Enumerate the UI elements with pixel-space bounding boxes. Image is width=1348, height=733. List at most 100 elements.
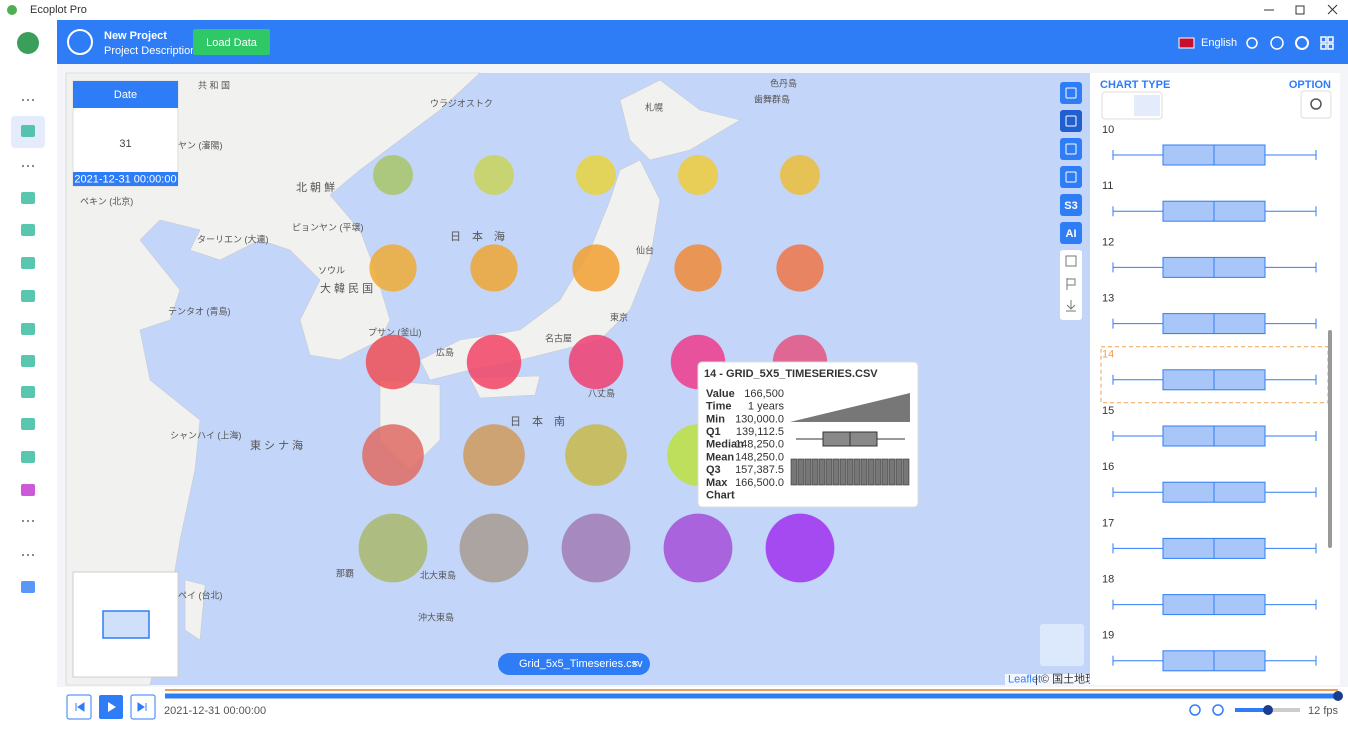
- tooltip-box-chart: [796, 431, 905, 447]
- scrollbar[interactable]: [1328, 330, 1332, 548]
- map-label: ペキン (北京): [80, 195, 133, 206]
- map-label: 東 シ ナ 海: [250, 438, 303, 452]
- sidebar-icon[interactable]: [21, 451, 35, 463]
- logo: [17, 32, 39, 54]
- loop-button[interactable]: [1189, 704, 1201, 716]
- tooltip-bar: [790, 458, 798, 486]
- tooltip-bar: [867, 458, 875, 486]
- globe-button[interactable]: [1040, 624, 1084, 666]
- tooltip-key: Q3: [706, 464, 721, 476]
- grid-cell[interactable]: [459, 513, 529, 583]
- tooltip-value: 130,000.0: [735, 413, 784, 425]
- attribution-box: [1005, 674, 1090, 685]
- tooltip-key: Time: [706, 401, 731, 413]
- sidebar-icon[interactable]: [21, 355, 35, 367]
- grid-cell[interactable]: [470, 244, 518, 292]
- tooltip-bar: [888, 458, 896, 486]
- grid-cell[interactable]: [572, 244, 620, 292]
- map-label: ヤン (瀋陽): [178, 139, 223, 150]
- apps-button[interactable]: [1320, 36, 1334, 50]
- grid-cell[interactable]: [474, 155, 514, 195]
- sidebar-icon[interactable]: [21, 290, 35, 302]
- map-label: 日 本 南: [510, 414, 565, 428]
- maximize-button[interactable]: [1295, 5, 1305, 15]
- fps-knob[interactable]: [1263, 705, 1273, 715]
- date-day: 31: [119, 138, 131, 150]
- play-icon: [108, 702, 116, 712]
- tooltip-bar: [818, 458, 826, 486]
- tool-button[interactable]: [1060, 166, 1082, 188]
- map-label: 大 韓 民 国: [320, 281, 373, 295]
- grid-cell[interactable]: [568, 334, 624, 390]
- grid-cell[interactable]: [463, 424, 525, 486]
- flag[interactable]: [1178, 37, 1195, 49]
- tooltip-key: Max: [706, 477, 728, 489]
- sidebar-icon[interactable]: [21, 386, 35, 398]
- sidebar-dots: [22, 520, 24, 522]
- layer-close[interactable]: ×: [632, 658, 638, 670]
- option-button[interactable]: [1300, 90, 1332, 119]
- sidebar-dots: [22, 554, 24, 556]
- grid-cell[interactable]: [365, 334, 421, 390]
- sidebar-icon[interactable]: [21, 418, 35, 430]
- close-button[interactable]: [1327, 4, 1338, 15]
- leaflet-link[interactable]: Leaflet: [1008, 673, 1041, 685]
- sidebar-icon[interactable]: [21, 581, 35, 593]
- sidebar-icon[interactable]: [21, 224, 35, 236]
- speed-icon[interactable]: [1212, 704, 1224, 716]
- grid-cell[interactable]: [663, 513, 733, 583]
- theme-button[interactable]: [1246, 37, 1258, 49]
- map-label: 名古屋: [545, 332, 572, 343]
- grid-cell[interactable]: [576, 155, 616, 195]
- download-tool[interactable]: [1066, 300, 1076, 312]
- map-label: 共 和 国: [198, 80, 230, 90]
- grid-cell[interactable]: [674, 244, 722, 292]
- tool-button[interactable]: [1060, 138, 1082, 160]
- sidebar-icon[interactable]: [21, 323, 35, 335]
- tooltip-bar: [881, 458, 889, 486]
- grid-cell[interactable]: [776, 244, 824, 292]
- grid-cell[interactable]: [780, 155, 820, 195]
- grid-cell[interactable]: [362, 424, 424, 486]
- sidebar-dots: [27, 99, 29, 101]
- grid-cell[interactable]: [466, 334, 522, 390]
- date-card-header: [73, 81, 178, 108]
- tool-button[interactable]: [1060, 110, 1082, 132]
- split-tool[interactable]: [1065, 255, 1077, 267]
- tooltip-key: Min: [706, 413, 725, 425]
- flag-tool[interactable]: [1066, 278, 1076, 290]
- grid-cell[interactable]: [561, 513, 631, 583]
- sidebar-icon[interactable]: [21, 192, 35, 204]
- tool-button[interactable]: [1060, 194, 1082, 216]
- land: [65, 72, 741, 686]
- tooltip-key: Mean: [706, 451, 734, 463]
- row-label: 13: [1102, 293, 1114, 305]
- layer-pill[interactable]: [498, 653, 650, 675]
- sidebar-icon[interactable]: [21, 257, 35, 269]
- grid-cell[interactable]: [358, 513, 428, 583]
- tool-button[interactable]: [1060, 222, 1082, 244]
- grid-cell[interactable]: [373, 155, 413, 195]
- tooltip-bar: [811, 458, 819, 486]
- language[interactable]: English: [1201, 37, 1237, 49]
- sidebar-icon[interactable]: [21, 484, 35, 496]
- map-label: 歯舞群島: [754, 93, 790, 104]
- grid-cell[interactable]: [765, 513, 835, 583]
- sidebar-icon[interactable]: [21, 125, 35, 137]
- progress-knob[interactable]: [1333, 691, 1343, 701]
- settings-button[interactable]: [1295, 36, 1309, 50]
- attribution: | © 国土地理院: [1035, 671, 1107, 685]
- tooltip-key: Q1: [706, 426, 721, 438]
- grid-cell[interactable]: [678, 155, 718, 195]
- tooltip-value: 148,250.0: [735, 439, 784, 451]
- fps-label: 12 fps: [1308, 705, 1338, 717]
- sidebar-dots: [27, 165, 29, 167]
- map-label: ターリエン (大連): [197, 233, 269, 244]
- tool-button[interactable]: [1060, 82, 1082, 104]
- grid-cell[interactable]: [369, 244, 417, 292]
- boxplot-type[interactable]: [1134, 95, 1160, 116]
- grid-cell[interactable]: [565, 424, 627, 486]
- load-data-button[interactable]: [193, 29, 270, 55]
- map-label: 仙台: [636, 244, 654, 255]
- check-button[interactable]: [1270, 36, 1284, 50]
